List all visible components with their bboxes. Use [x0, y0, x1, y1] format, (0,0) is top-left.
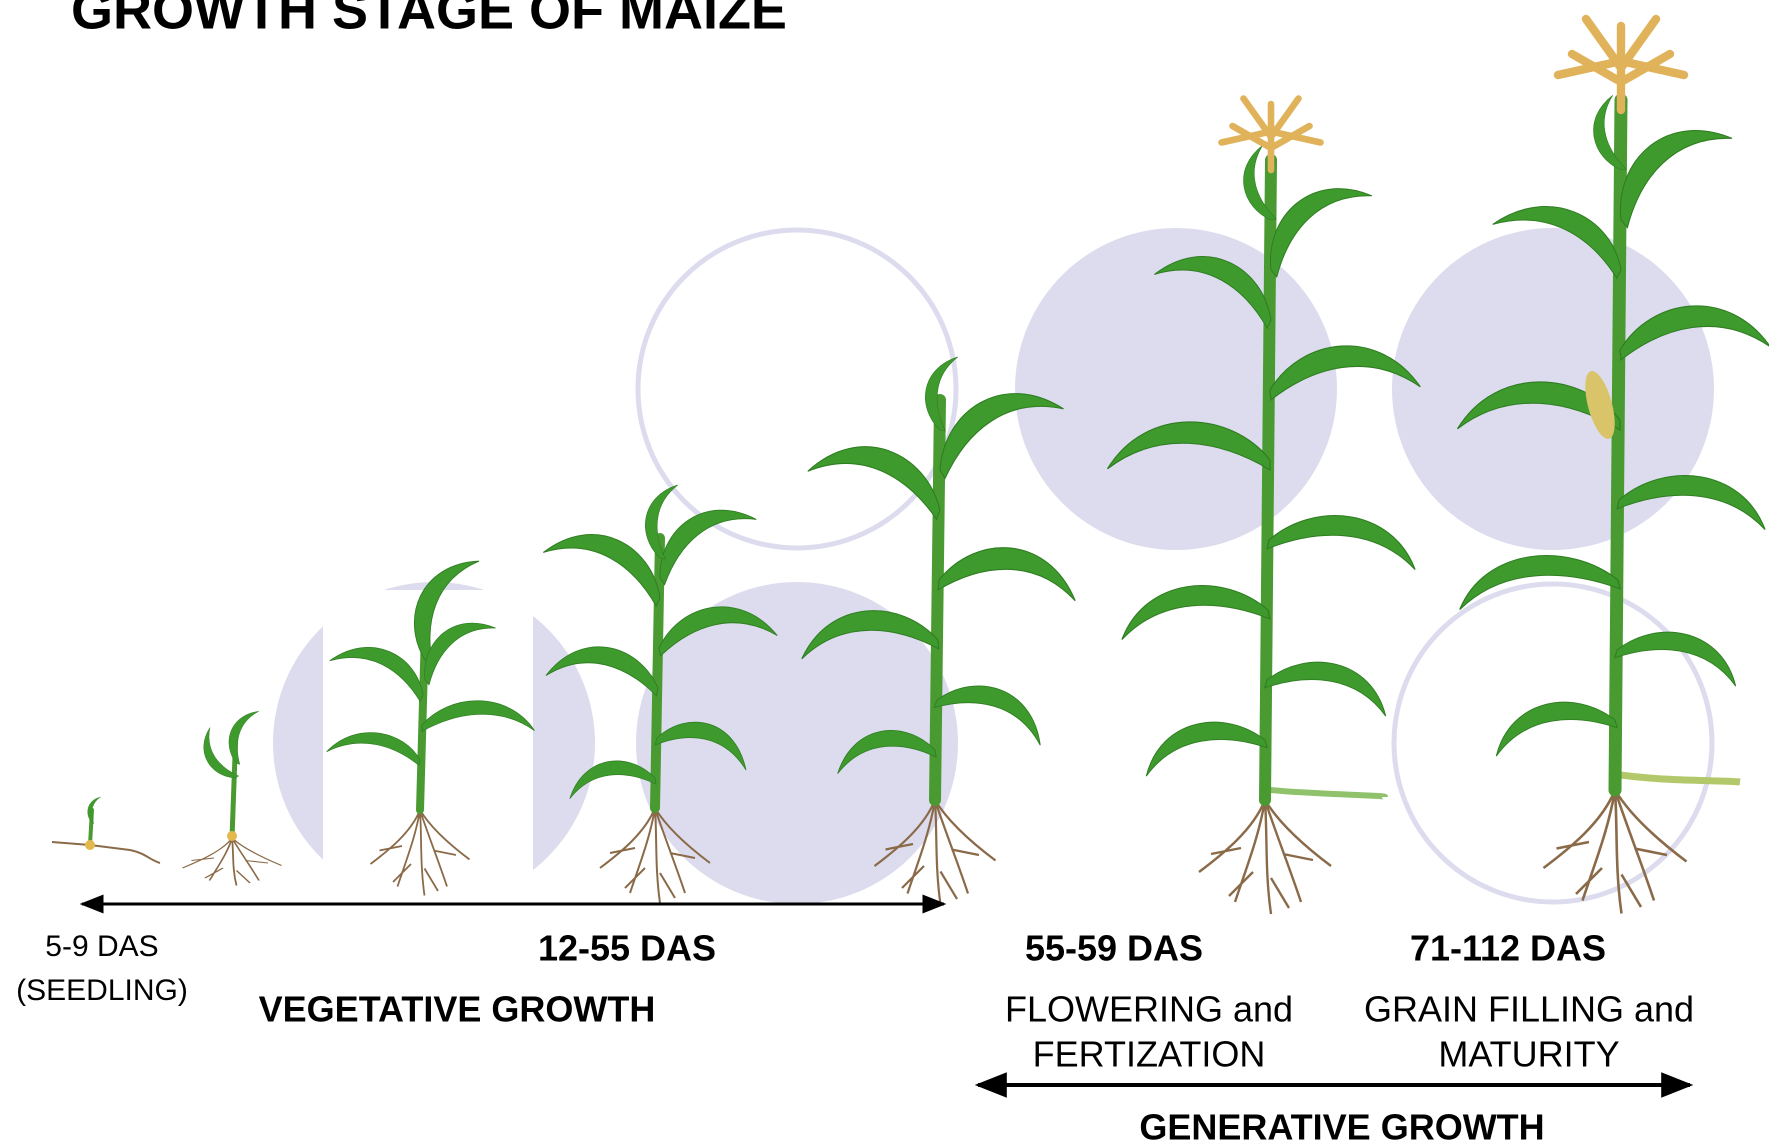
- stage-description: GRAIN FILLING and: [1364, 989, 1694, 1030]
- stage-description: (SEEDLING): [16, 974, 188, 1007]
- stage-description: FLOWERING and: [1005, 989, 1293, 1030]
- phase-label: VEGETATIVE GROWTH: [259, 989, 656, 1030]
- title: GROWTH STAGE OF MAIZE: [71, 0, 787, 40]
- stage-description: FERTIZATION: [1033, 1034, 1266, 1075]
- diagram: GROWTH STAGE OF MAIZE 5-9 DAS (SEEDLING)…: [0, 0, 1769, 1145]
- stage-description: MATURITY: [1438, 1034, 1619, 1075]
- stage-days: 5-9 DAS: [45, 930, 158, 963]
- phase-label: GENERATIVE GROWTH: [1139, 1107, 1544, 1145]
- stage-days: 55-59 DAS: [1025, 928, 1203, 969]
- stage-days: 12-55 DAS: [538, 928, 716, 969]
- stage-days: 71-112 DAS: [1410, 928, 1606, 969]
